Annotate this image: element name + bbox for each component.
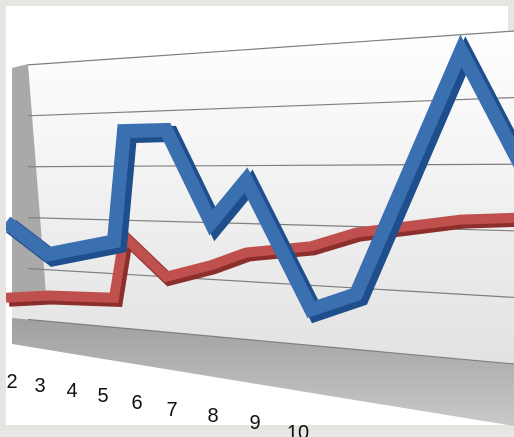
x-tick-label: 2	[6, 371, 17, 393]
x-tick-label: 5	[97, 385, 108, 407]
x-tick-label: 3	[34, 375, 45, 397]
x-tick-label: 7	[166, 399, 177, 421]
x-tick-label: 10	[287, 422, 309, 437]
x-tick-label: 4	[66, 380, 77, 402]
x-tick-label: 8	[207, 405, 218, 427]
x-tick-label: 6	[131, 392, 142, 414]
